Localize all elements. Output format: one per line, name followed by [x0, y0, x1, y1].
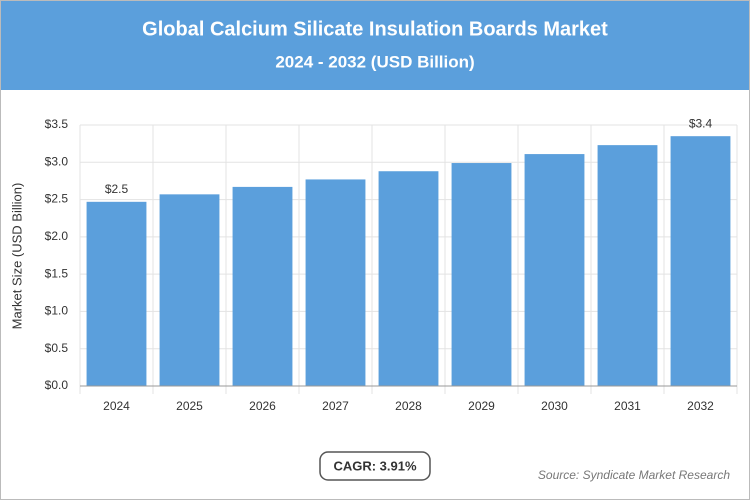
x-tick-label: 2026 — [249, 399, 276, 413]
x-tick-label: 2027 — [322, 399, 349, 413]
y-tick-label: $2.5 — [45, 192, 69, 206]
source-note: Source: Syndicate Market Research — [538, 468, 730, 482]
header-band — [1, 1, 749, 90]
y-tick-label: $0.5 — [45, 341, 69, 355]
x-tick-label: 2029 — [468, 399, 495, 413]
x-tick-label: 2031 — [614, 399, 641, 413]
chart-title: Global Calcium Silicate Insulation Board… — [142, 18, 608, 40]
value-label: $2.5 — [105, 182, 129, 196]
bar — [159, 194, 220, 386]
x-tick-label: 2028 — [395, 399, 422, 413]
chart-subtitle: 2024 - 2032 (USD Billion) — [275, 52, 474, 71]
bar — [378, 171, 439, 386]
bar — [670, 136, 731, 386]
x-tick-label: 2024 — [103, 399, 130, 413]
x-tick-label: 2032 — [687, 399, 714, 413]
bar — [597, 145, 658, 386]
y-tick-label: $1.5 — [45, 266, 69, 280]
cagr-box — [319, 451, 431, 481]
y-tick-label: $3.0 — [45, 154, 69, 168]
bar — [305, 179, 366, 386]
y-axis-label: Market Size (USD Billion) — [9, 183, 24, 330]
y-tick-label: $3.5 — [45, 117, 69, 131]
y-tick-label: $1.0 — [45, 304, 69, 318]
y-tick-label: $2.0 — [45, 229, 69, 243]
bar — [86, 201, 147, 386]
bar — [451, 163, 512, 386]
bar — [232, 186, 293, 386]
y-tick-label: $0.0 — [45, 378, 69, 392]
cagr-label: CAGR: 3.91% — [333, 458, 417, 473]
x-tick-label: 2025 — [176, 399, 203, 413]
value-label: $3.4 — [689, 116, 713, 130]
bar — [524, 154, 585, 386]
x-tick-label: 2030 — [541, 399, 568, 413]
